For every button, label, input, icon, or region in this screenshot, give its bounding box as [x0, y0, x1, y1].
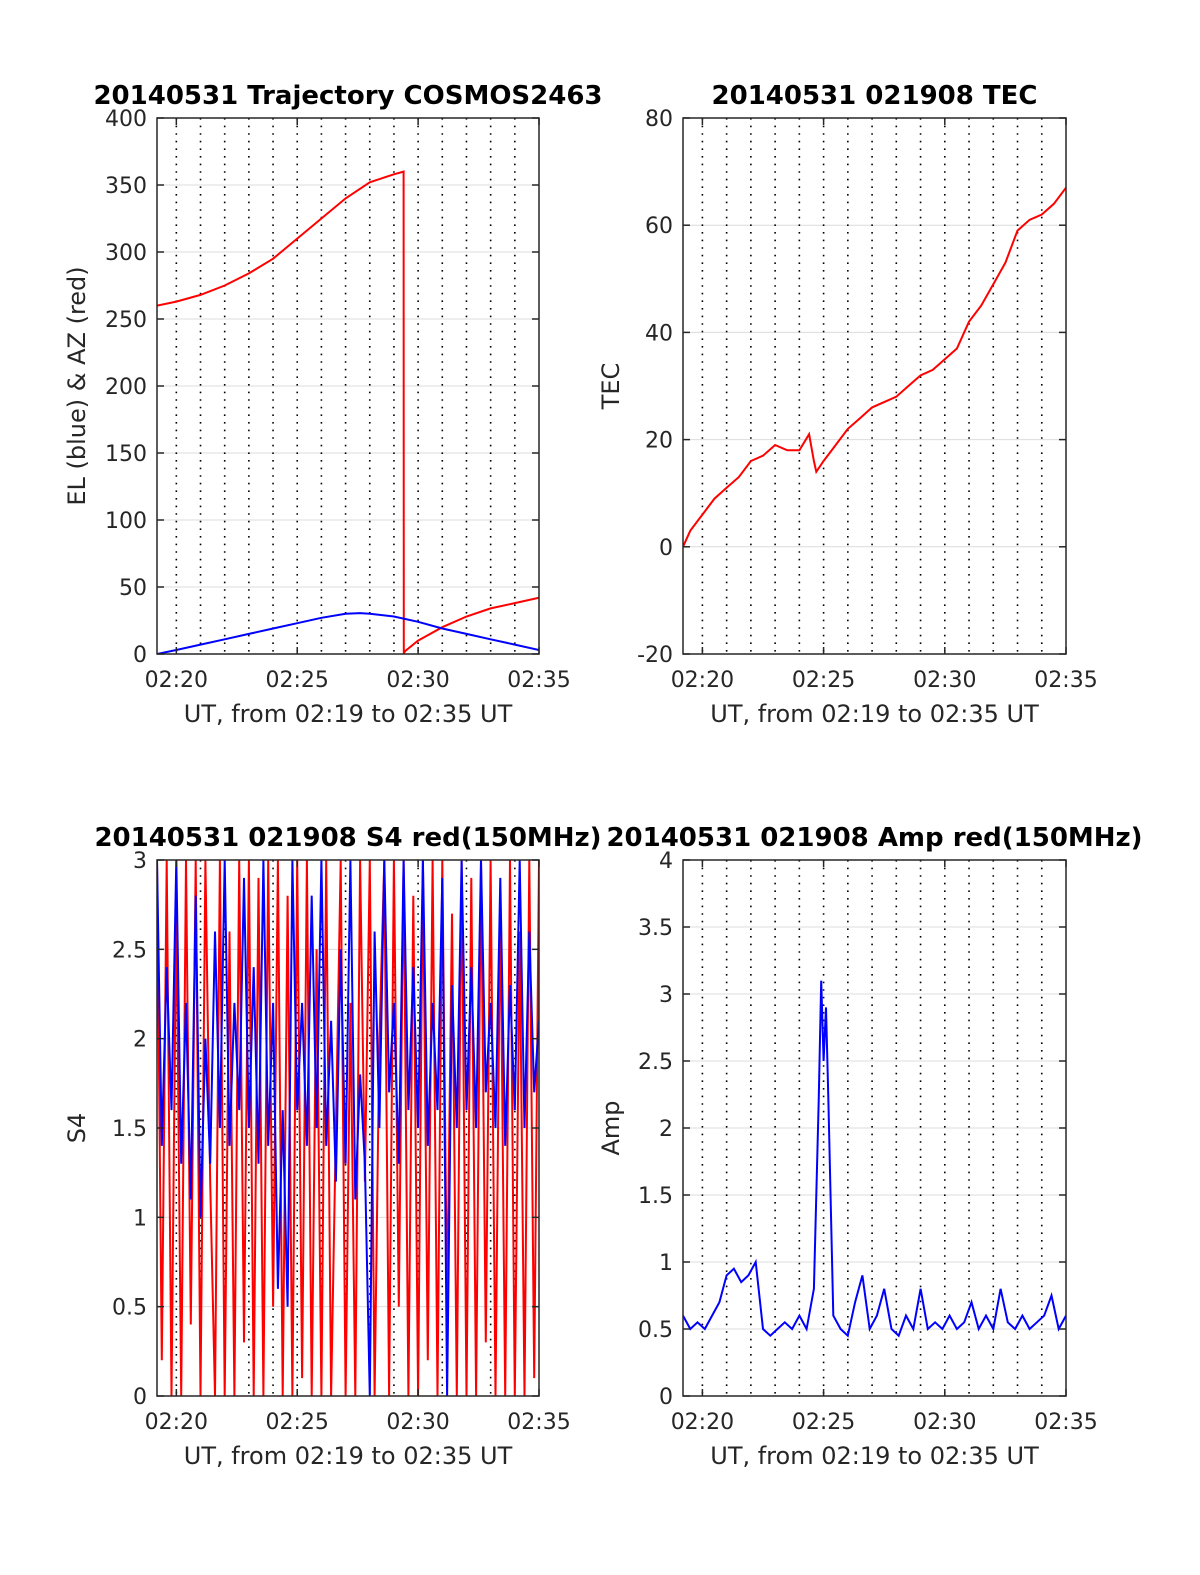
series-line-1: [683, 980, 1066, 1338]
y-tick-label: 20: [645, 429, 673, 454]
chart-panel-1: 0 50 100 150 200 250 300 350 400 02:20 02:25 02:30 0…: [63, 81, 603, 728]
chart-title: 20140531 021908 S4 red(150MHz): [94, 823, 601, 853]
y-tick-label: 2.5: [112, 938, 147, 963]
y-tick-label: 0.5: [638, 1318, 673, 1343]
y-tick-label: 300: [105, 241, 147, 266]
y-tick-label: 1.5: [112, 1117, 147, 1142]
x-tick-label: 02:30: [386, 1410, 449, 1435]
x-tick-label: 02:35: [1034, 668, 1097, 693]
y-axis-label: TEC: [597, 363, 625, 411]
x-tick-label: 02:35: [507, 668, 570, 693]
y-axis-label: EL (blue) & AZ (red): [63, 266, 91, 505]
y-tick-label: 1: [133, 1206, 147, 1231]
y-tick-label: 4: [659, 849, 673, 874]
x-tick-label: 02:35: [1034, 1410, 1097, 1435]
y-tick-label: 0: [659, 536, 673, 561]
axes-box: [682, 117, 1067, 655]
chart-panel-3: 0 0.5 1 1.5 2 2.5 3 02:20 02:25 02:30 02:35 2014053…: [63, 823, 602, 1470]
y-tick-label: 80: [645, 107, 673, 132]
y-tick-label: 2: [659, 1117, 673, 1142]
x-tick-label: 02:20: [671, 1410, 734, 1435]
y-tick-label: 350: [105, 174, 147, 199]
y-axis-label: Amp: [597, 1100, 625, 1155]
y-tick-label: 60: [645, 214, 673, 239]
chart-panel-4: 0 0.5 1 1.5 2 2.5 3 3.5 4 02:20 02:25 02:30 02:35 201…: [597, 823, 1143, 1470]
series-line-1: [683, 187, 1066, 548]
x-tick-label: 02:25: [792, 1410, 855, 1435]
chart-title: 20140531 021908 Amp red(150MHz): [606, 823, 1142, 853]
x-tick-label: 02:30: [913, 668, 976, 693]
chart-title: 20140531 021908 TEC: [712, 81, 1038, 111]
y-tick-label: 3: [659, 983, 673, 1008]
series-line-2: [157, 860, 539, 1396]
y-tick-label: 150: [105, 442, 147, 467]
y-tick-label: 0: [133, 643, 147, 668]
y-tick-label: 50: [119, 576, 147, 601]
y-tick-label: 0: [133, 1385, 147, 1410]
x-axis-label: UT, from 02:19 to 02:35 UT: [710, 700, 1039, 728]
y-tick-label: 1.5: [638, 1184, 673, 1209]
series-line-2: [157, 612, 539, 654]
x-tick-label: 02:20: [145, 1410, 208, 1435]
x-tick-label: 02:20: [671, 668, 734, 693]
x-tick-label: 02:25: [266, 668, 329, 693]
x-tick-label: 02:20: [145, 668, 208, 693]
x-tick-label: 02:30: [913, 1410, 976, 1435]
chart-title: 20140531 Trajectory COSMOS2463: [93, 81, 602, 111]
y-tick-label: 3: [133, 849, 147, 874]
y-tick-label: -20: [637, 643, 673, 668]
y-tick-label: 200: [105, 375, 147, 400]
y-tick-label: 3.5: [638, 916, 673, 941]
x-axis-label: UT, from 02:19 to 02:35 UT: [184, 700, 513, 728]
series-line-1: [157, 170, 539, 654]
y-tick-label: 100: [105, 509, 147, 534]
x-axis-label: UT, from 02:19 to 02:35 UT: [184, 1442, 513, 1470]
y-tick-label: 250: [105, 308, 147, 333]
x-tick-label: 02:35: [507, 1410, 570, 1435]
x-tick-label: 02:25: [266, 1410, 329, 1435]
chart-panel-2: -20 0 20 40 60 80 02:20 02:25 02:30 02:35 20140531…: [597, 81, 1098, 728]
y-tick-label: 2: [133, 1028, 147, 1053]
y-tick-label: 0.5: [112, 1296, 147, 1321]
y-tick-label: 2.5: [638, 1050, 673, 1075]
y-tick-label: 400: [105, 107, 147, 132]
y-axis-label: S4: [63, 1113, 91, 1144]
x-tick-label: 02:25: [792, 668, 855, 693]
y-tick-label: 0: [659, 1385, 673, 1410]
y-tick-label: 40: [645, 321, 673, 346]
x-tick-label: 02:30: [386, 668, 449, 693]
series-line-1: [157, 860, 539, 1396]
y-tick-label: 1: [659, 1251, 673, 1276]
x-axis-label: UT, from 02:19 to 02:35 UT: [710, 1442, 1039, 1470]
